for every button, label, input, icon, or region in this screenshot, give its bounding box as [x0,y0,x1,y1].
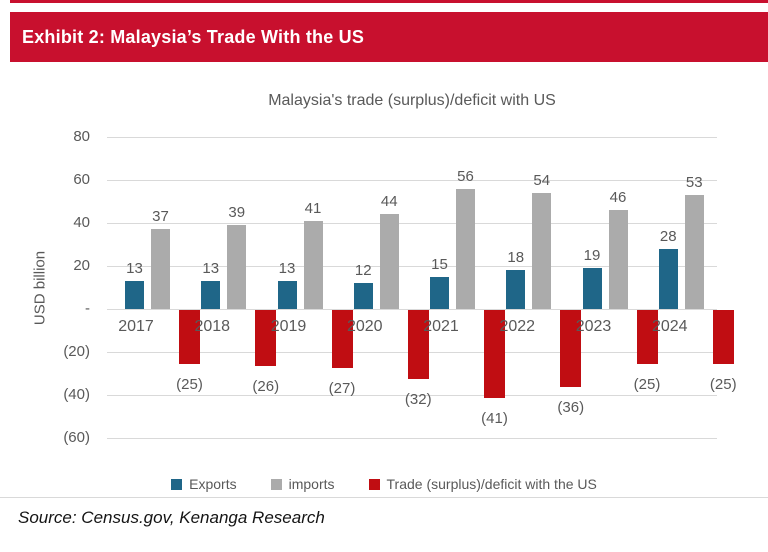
bar-value-label: 39 [228,204,246,222]
y-tick-label: 80 [73,128,90,145]
gridline [107,137,717,138]
legend-swatch-imports [270,478,282,490]
bar-value-label: (36) [557,399,585,417]
chart-legend: Exports imports Trade (surplus)/deficit wi… [0,476,768,492]
bar-trade-surplus-deficit-with-the-us-2019 [331,310,353,369]
y-tick-label: 60 [73,171,90,188]
gridline [107,309,717,310]
gridline [107,223,717,224]
bar-value-label: 13 [126,260,143,278]
gridline [107,180,717,181]
x-tick-label: 2018 [194,318,231,335]
bar-exports-2023 [582,268,602,309]
legend-swatch-exports [171,478,183,490]
legend-item-exports: Exports [171,476,237,492]
exhibit-banner: Exhibit 2: Malaysia’s Trade With the US [10,12,768,62]
bar-value-label: (25) [176,375,203,393]
bar-value-label: 19 [583,247,601,265]
bar-exports-2022 [506,270,526,309]
bar-value-label: 53 [685,174,703,192]
bar-value-label: (27) [328,380,356,398]
bar-trade-surplus-deficit-with-the-us-2022 [560,310,582,388]
bar-value-label: 18 [507,249,525,267]
bar-imports-2017 [151,229,170,309]
bar-trade-surplus-deficit-with-the-us-2017 [179,310,200,364]
bar-imports-2021 [456,188,475,309]
chart-title: Malaysia's trade (surplus)/deficit with … [268,92,556,109]
gridline [107,438,717,439]
x-tick-label: 2024 [651,318,688,335]
bar-trade-surplus-deficit-with-the-us-2023 [636,310,658,364]
y-tick-label: - [85,300,90,317]
gridline [107,266,717,267]
x-tick-label: 2021 [423,318,459,335]
bar-trade-surplus-deficit-with-the-us-2020 [407,310,429,379]
y-tick-label: 20 [73,257,90,274]
bar-value-label: 54 [533,171,551,189]
bar-value-label: (25) [709,375,737,393]
top-accent-rule [10,0,768,3]
bar-value-label: 41 [304,199,322,217]
exhibit-title: Exhibit 2: Malaysia’s Trade With the US [22,26,365,47]
bar-value-label: 12 [354,262,372,280]
x-tick-label: 2022 [499,318,536,335]
bar-trade-surplus-deficit-with-the-us-2024 [712,310,734,364]
bar-imports-2023 [608,210,628,309]
y-tick-label: (20) [63,343,90,360]
bar-value-label: (41) [481,410,508,428]
bar-exports-2024 [658,248,678,309]
legend-label: Exports [189,476,237,492]
gridline [107,395,717,396]
bar-exports-2021 [430,276,449,309]
legend-item-imports: imports [270,476,335,492]
bar-value-label: 46 [609,189,627,207]
bar-exports-2017 [125,281,144,309]
bar-value-label: 15 [431,255,448,273]
bar-value-label: (25) [633,375,661,393]
bar-exports-2019 [277,281,297,309]
x-tick-label: 2019 [270,318,307,335]
bar-value-label: (32) [404,390,432,408]
bar-imports-2018 [227,225,247,309]
y-tick-label: 40 [73,214,90,231]
bar-imports-2019 [303,220,323,309]
trade-chart: Malaysia's trade (surplus)/deficit with … [0,62,768,498]
bar-value-label: 56 [457,167,474,185]
legend-label: imports [288,476,335,492]
bar-value-label: (26) [252,377,280,395]
bar-value-label: 37 [152,208,169,226]
y-tick-label: (40) [63,386,90,403]
bar-imports-2020 [379,214,399,309]
source-note: Source: Census.gov, Kenanga Research [18,508,325,527]
bar-imports-2022 [532,192,552,309]
bar-value-label: 44 [380,193,398,211]
bar-exports-2020 [353,283,373,309]
legend-item-trade-surplus-deficit-with-the-us: Trade (surplus)/deficit with the US [368,476,597,492]
x-tick-label: 2020 [346,318,383,335]
legend-label: Trade (surplus)/deficit with the US [386,476,597,492]
bar-value-label: 28 [659,227,677,245]
x-tick-label: 2017 [118,318,154,335]
bar-value-label: 13 [278,260,296,278]
bar-exports-2018 [201,281,221,309]
bar-trade-surplus-deficit-with-the-us-2018 [255,310,277,366]
legend-swatch-trade-surplus-deficit-with-the-us [368,478,380,490]
y-tick-label: (60) [63,429,90,446]
x-tick-label: 2023 [575,318,612,335]
bar-imports-2024 [684,195,704,309]
bar-value-label: 13 [202,260,220,278]
bar-trade-surplus-deficit-with-the-us-2021 [484,310,505,399]
